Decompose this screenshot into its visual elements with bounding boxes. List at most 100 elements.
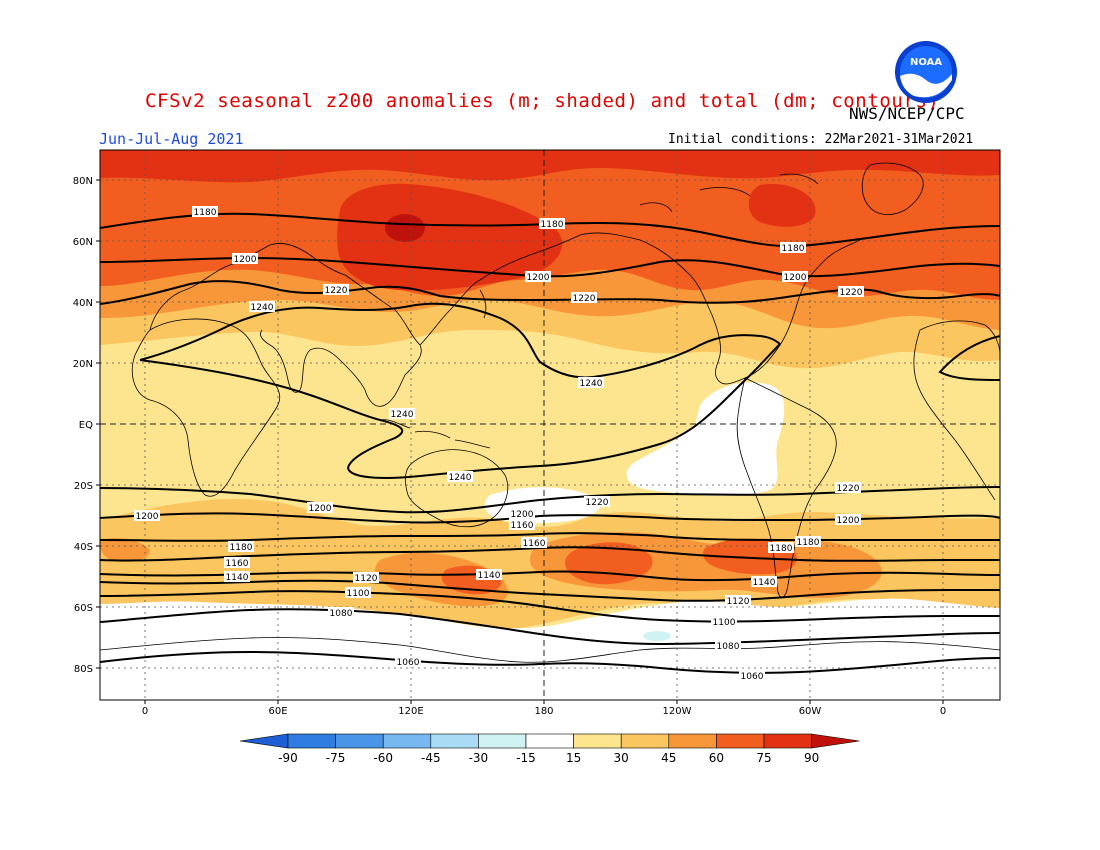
- lon-label-60w: 60W: [799, 706, 822, 717]
- coast-south-america: [736, 377, 837, 598]
- contour-label: 1100: [345, 587, 371, 599]
- contour-label-bg: [751, 576, 777, 587]
- colorbar-segment: [287, 733, 336, 749]
- shade-near-zero-antarctic: [100, 598, 1000, 700]
- contour-label-bg: [782, 271, 808, 282]
- agency-label: NWS/NCEP/CPC: [849, 104, 965, 123]
- contour-label: 1180: [192, 206, 218, 218]
- contour-label-text: 1100: [347, 589, 370, 599]
- contour-label-text: 1180: [194, 208, 217, 218]
- contour-label-bg: [476, 569, 502, 580]
- shade-75-90-north-asia: [337, 183, 563, 291]
- contour-label: 1140: [476, 569, 502, 581]
- contour-label: 1240: [249, 301, 275, 313]
- lon-label-60e: 60E: [268, 706, 287, 717]
- lon-label-180: 180: [534, 706, 553, 717]
- lat-label-60n: 60N: [73, 237, 93, 248]
- contour-label-bg: [525, 271, 551, 282]
- contour-label-bg: [584, 496, 610, 507]
- lat-axis: [96, 179, 100, 669]
- contour-label: 1180: [228, 541, 254, 553]
- contour-label-text: 1120: [355, 574, 378, 584]
- colorbar-segment: [525, 733, 574, 749]
- contour-label-bg: [725, 595, 751, 606]
- contour-label-text: 1080: [330, 609, 353, 619]
- colorbar-segment: [668, 733, 717, 749]
- contour-label-bg: [228, 541, 254, 552]
- lat-label-20s: 20S: [74, 481, 93, 492]
- contour-label-text: 1180: [541, 220, 564, 230]
- shade-75-90-arctic: [748, 184, 816, 227]
- contour-label-text: 1240: [449, 473, 472, 483]
- coast-japan: [479, 289, 487, 319]
- colorbar-segment: [430, 733, 479, 749]
- colorbar-label: 30: [614, 751, 629, 765]
- contour-label-bg: [739, 670, 765, 681]
- contour-label-text: 1240: [251, 303, 274, 313]
- colorbar-label: 60: [709, 751, 724, 765]
- coast-antarctica: [100, 637, 1000, 663]
- coast-north-america: [579, 232, 861, 385]
- contour-label: 1180: [768, 542, 794, 554]
- contour-label-bg: [835, 482, 861, 493]
- reference-lines: [100, 150, 1000, 700]
- contour-label-bg: [232, 253, 258, 264]
- contour-label: 1180: [780, 242, 806, 254]
- contour-label-bg: [509, 508, 535, 519]
- contour-label-bg: [249, 301, 275, 312]
- coast-greenland: [861, 162, 924, 215]
- contour-label-bg: [328, 607, 354, 618]
- contour-label: 1180: [539, 218, 565, 230]
- colorbar-label: 45: [661, 751, 676, 765]
- contour-label-bg: [224, 557, 250, 568]
- contour-label: 1220: [571, 292, 597, 304]
- contour-label: 1100: [711, 616, 737, 628]
- contour-label-text: 1180: [230, 543, 253, 553]
- contour-label-bg: [509, 519, 535, 530]
- contour-label: 1180: [795, 536, 821, 548]
- colorbar-label: -60: [373, 751, 393, 765]
- contour-1140-south: [100, 570, 1000, 582]
- lat-label-40n: 40N: [73, 298, 93, 309]
- contour-label: 1140: [751, 576, 777, 588]
- colorbar-segment: [478, 733, 527, 749]
- contour-label: 1160: [521, 537, 547, 549]
- contour-label-text: 1220: [325, 286, 348, 296]
- contour-label-bg: [447, 471, 473, 482]
- contour-label: 1200: [232, 253, 258, 265]
- contour-1080-south: [100, 608, 1000, 646]
- contour-label: 1060: [395, 656, 421, 668]
- lat-label-60s: 60S: [74, 603, 93, 614]
- lat-label-40s: 40S: [74, 542, 93, 553]
- lon-label-120e: 120E: [398, 706, 423, 717]
- contour-label-text: 1060: [397, 658, 420, 668]
- chart-title: CFSv2 seasonal z200 anomalies (m; shaded…: [145, 90, 940, 112]
- forecast-period: Jun-Jul-Aug 2021: [99, 130, 244, 148]
- contour-label-text: 1200: [309, 504, 332, 514]
- lon-label-0-east: 0: [940, 706, 946, 717]
- contour-1240-north-east: [938, 335, 1000, 381]
- contour-label-text: 1100: [713, 618, 736, 628]
- contour-label-text: 1200: [527, 273, 550, 283]
- height-contours: [100, 212, 1000, 674]
- colorbar-label: 75: [756, 751, 771, 765]
- contour-label: 1160: [509, 519, 535, 531]
- colorbar-segment: [573, 733, 622, 749]
- contour-label: 1200: [525, 271, 551, 283]
- initial-conditions: Initial conditions: 22Mar2021-31Mar2021: [668, 132, 974, 147]
- lon-label-0-west: 0: [142, 706, 148, 717]
- contour-label-text: 1220: [573, 294, 596, 304]
- lon-label-120w: 120W: [663, 706, 692, 717]
- contour-label-bg: [395, 656, 421, 667]
- contour-label-text: 1220: [586, 498, 609, 508]
- colorbar-label: -90: [278, 751, 298, 765]
- contour-label-text: 1140: [753, 578, 776, 588]
- colorbar-label: 15: [566, 751, 581, 765]
- shade-90-core: [385, 214, 425, 242]
- colorbar-label: -75: [326, 751, 346, 765]
- contour-label-bg: [345, 587, 371, 598]
- noaa-logo-text: NOAA: [910, 57, 942, 68]
- colorbar-label: -30: [469, 751, 489, 765]
- contour-label-bg: [795, 536, 821, 547]
